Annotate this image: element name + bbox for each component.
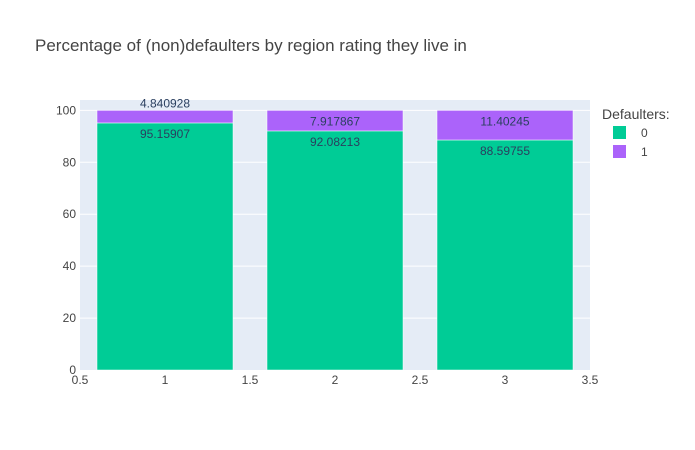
- y-tick-label: 0: [69, 363, 76, 377]
- y-tick-label: 100: [56, 103, 76, 117]
- bar-data-label: 92.08213: [310, 135, 360, 149]
- y-tick-label: 80: [63, 155, 77, 169]
- bar-labels: 95.15907 92.08213 88.59755 4.840928 7.917867…: [140, 96, 530, 158]
- bar-data-label: 95.15907: [140, 127, 190, 141]
- x-tick-label: 1.5: [242, 373, 259, 387]
- bar-series-0-x-1[interactable]: [96, 122, 234, 371]
- y-tick-label: 20: [63, 311, 77, 325]
- legend-label-0[interactable]: 0: [641, 126, 648, 140]
- chart-title: Percentage of (non)defaulters by region …: [35, 36, 467, 55]
- y-tick-label: 40: [63, 259, 77, 273]
- bar-series-0-x-3[interactable]: [436, 139, 574, 371]
- legend[interactable]: Defaulters: 0 1: [602, 106, 670, 159]
- x-tick-label: 2: [332, 373, 339, 387]
- x-tick-label: 3: [502, 373, 509, 387]
- legend-swatch-1[interactable]: [613, 145, 626, 158]
- x-tick-label: 3.5: [582, 373, 599, 387]
- legend-swatch-0[interactable]: [613, 126, 626, 139]
- bar-series-1-x-3[interactable]: [436, 110, 574, 141]
- bar-data-label: 88.59755: [480, 144, 530, 158]
- x-tick-label: 1: [162, 373, 169, 387]
- x-tick-label: 0.5: [72, 373, 89, 387]
- legend-label-1[interactable]: 1: [641, 145, 648, 159]
- bars: [96, 110, 574, 371]
- y-tick-label: 60: [63, 207, 77, 221]
- x-tick-label: 2.5: [412, 373, 429, 387]
- x-axis-ticks: 0.5 1 1.5 2 2.5 3 3.5: [72, 373, 599, 387]
- bar-series-1-x-1[interactable]: [96, 110, 234, 124]
- bar-series-1-x-2[interactable]: [266, 110, 404, 132]
- legend-title: Defaulters:: [602, 106, 670, 122]
- bar-data-label: 11.40245: [480, 114, 529, 128]
- y-axis-ticks: 0 20 40 60 80 100: [56, 103, 76, 377]
- bar-data-label: 7.917867: [310, 114, 360, 128]
- bar-series-0-x-2[interactable]: [266, 130, 404, 371]
- bar-data-label: 4.840928: [140, 96, 190, 110]
